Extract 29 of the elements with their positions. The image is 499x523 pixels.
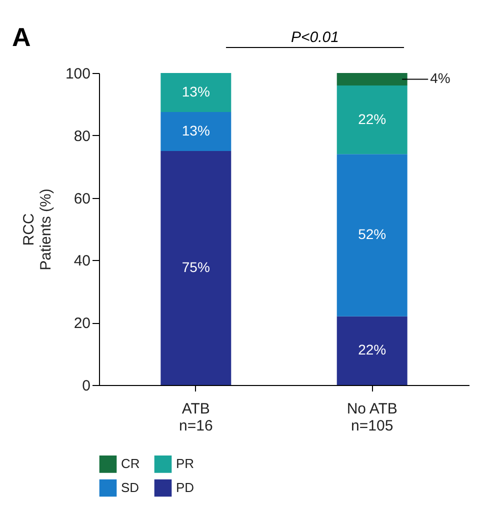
bar — [160, 73, 232, 112]
bar — [160, 112, 232, 151]
data-label: 75% — [182, 259, 210, 275]
y-axis-title: RCC Patients (%) — [20, 188, 54, 270]
bar — [336, 316, 408, 385]
y-tick-label: 0 — [82, 378, 90, 394]
legend-label: PD — [176, 480, 194, 495]
data-label: 22% — [358, 342, 386, 358]
y-tick-label: 40 — [74, 252, 90, 270]
y-tick-label: 20 — [74, 315, 90, 332]
data-label: 13% — [182, 122, 210, 138]
text: P<0.01 — [226, 29, 404, 48]
data-label: 13% — [182, 84, 210, 100]
data-label: 4% — [430, 70, 450, 86]
y-tick-label: 100 — [65, 66, 90, 82]
bar — [160, 151, 232, 385]
legend-label: PR — [176, 456, 194, 472]
bar — [336, 85, 408, 154]
legend-label: CR — [121, 456, 140, 472]
bar — [336, 73, 408, 86]
legend-label: SD — [121, 480, 140, 495]
text: A — [12, 22, 31, 53]
x-tick-label: ATB n=16 — [179, 400, 213, 434]
data-label: 22% — [358, 110, 386, 127]
y-tick-label: 80 — [74, 128, 90, 145]
x-tick-label: No ATB n=105 — [346, 400, 398, 434]
y-tick-label: 60 — [74, 190, 90, 208]
bar — [336, 154, 408, 316]
data-label: 52% — [358, 226, 386, 242]
